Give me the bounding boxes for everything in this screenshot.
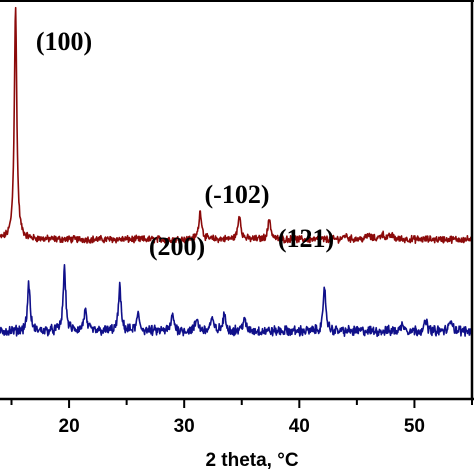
x-tick-label: 20 (59, 416, 80, 437)
peak-annotation: (200) (149, 232, 205, 261)
series-line-2 (0, 264, 473, 338)
x-axis-title: 2 theta, °C (205, 450, 298, 471)
peak-annotation: (-102) (205, 180, 270, 209)
x-tick-label: 50 (404, 416, 425, 437)
x-tick-label: 30 (174, 416, 195, 437)
labels-layer: 2 theta, °C (100) (200)(-102) (121) (36, 27, 334, 471)
peak-annotation: (100) (36, 27, 92, 56)
axes-layer (0, 0, 474, 401)
peak-annotation: (121) (278, 224, 334, 253)
ticks-layer: 20 30 40 50 (10, 399, 473, 437)
series-layer (0, 6, 473, 338)
series-line-1 (0, 6, 473, 244)
x-tick-label: 40 (289, 416, 310, 437)
